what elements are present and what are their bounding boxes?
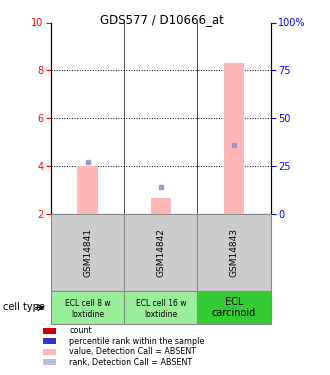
Text: GSM14842: GSM14842 — [156, 228, 165, 277]
Text: loxtidine: loxtidine — [71, 310, 104, 320]
Text: GSM14843: GSM14843 — [230, 228, 239, 277]
Bar — [51, 291, 124, 324]
Bar — [124, 291, 197, 324]
Text: count: count — [69, 326, 92, 335]
Bar — [197, 291, 271, 324]
Bar — [150, 198, 171, 214]
Text: ECL
carcinoid: ECL carcinoid — [212, 297, 256, 318]
Text: ECL cell 16 w: ECL cell 16 w — [136, 299, 186, 308]
Text: rank, Detection Call = ABSENT: rank, Detection Call = ABSENT — [69, 358, 192, 367]
Bar — [51, 214, 124, 291]
Text: value, Detection Call = ABSENT: value, Detection Call = ABSENT — [69, 347, 196, 356]
Text: GDS577 / D10666_at: GDS577 / D10666_at — [100, 13, 224, 26]
Bar — [124, 214, 197, 291]
Text: percentile rank within the sample: percentile rank within the sample — [69, 337, 205, 346]
Text: GSM14841: GSM14841 — [83, 228, 92, 277]
Text: loxtidine: loxtidine — [144, 310, 178, 320]
Text: ECL cell 8 w: ECL cell 8 w — [65, 299, 111, 308]
Bar — [78, 166, 98, 214]
Text: cell type: cell type — [3, 303, 45, 312]
Bar — [197, 214, 271, 291]
Bar — [224, 63, 244, 214]
